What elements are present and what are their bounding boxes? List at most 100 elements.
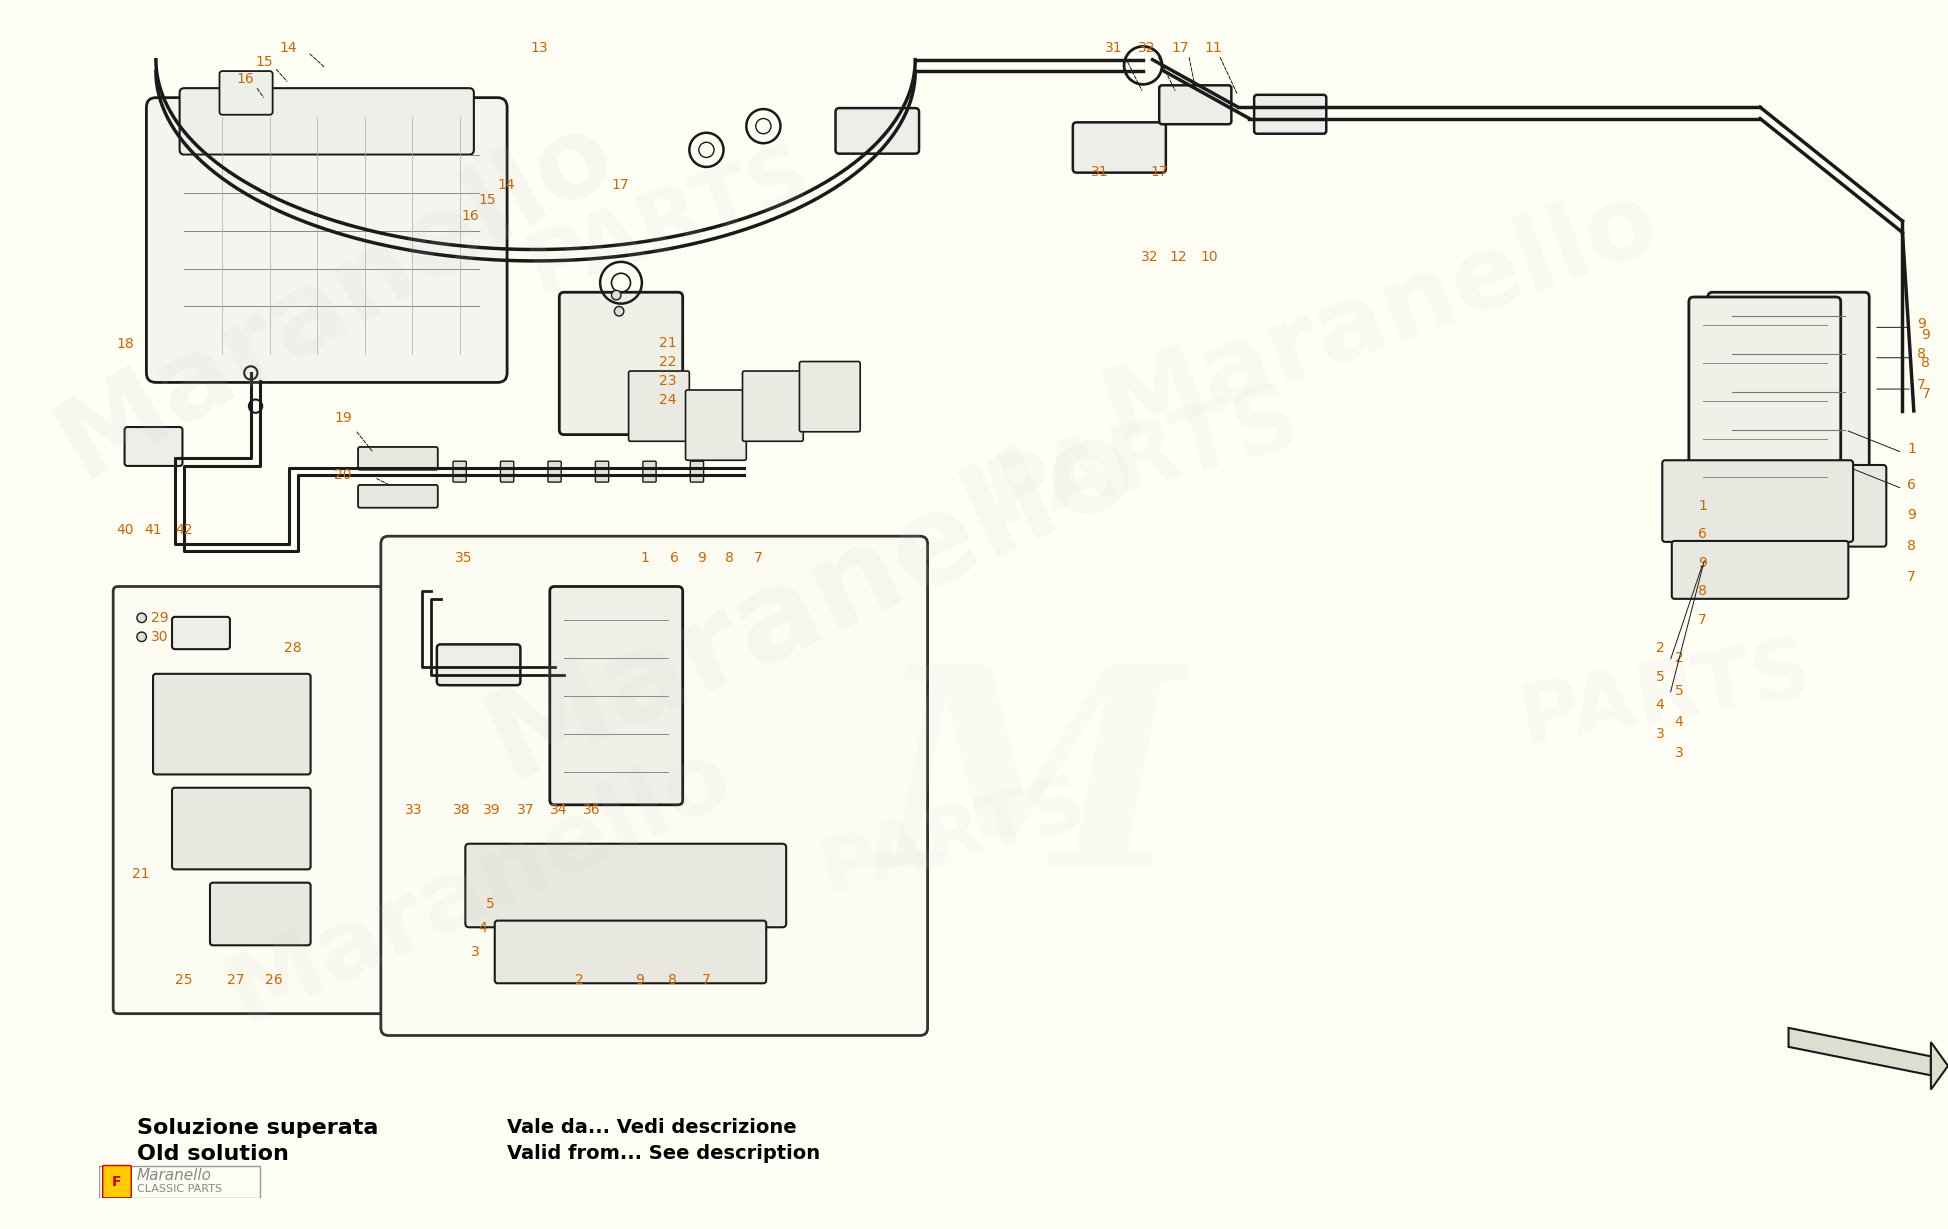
Text: 5: 5 bbox=[1675, 683, 1683, 698]
Text: 1: 1 bbox=[641, 551, 649, 565]
Text: 31: 31 bbox=[1091, 165, 1108, 178]
FancyBboxPatch shape bbox=[358, 447, 438, 469]
Circle shape bbox=[136, 613, 146, 623]
Text: PARTS: PARTS bbox=[812, 767, 1093, 908]
Text: 27: 27 bbox=[228, 973, 245, 987]
Circle shape bbox=[136, 632, 146, 642]
Text: 9: 9 bbox=[1907, 509, 1917, 522]
Text: 41: 41 bbox=[144, 522, 162, 537]
FancyBboxPatch shape bbox=[466, 844, 787, 927]
Text: 28: 28 bbox=[284, 642, 302, 655]
Text: 33: 33 bbox=[405, 803, 423, 816]
FancyBboxPatch shape bbox=[1671, 541, 1849, 599]
Text: 32: 32 bbox=[1142, 251, 1159, 264]
FancyBboxPatch shape bbox=[547, 461, 561, 482]
Text: 9: 9 bbox=[697, 551, 705, 565]
FancyBboxPatch shape bbox=[171, 788, 310, 869]
Text: 25: 25 bbox=[175, 973, 193, 987]
Text: 10: 10 bbox=[1200, 251, 1218, 264]
Text: 26: 26 bbox=[265, 973, 282, 987]
FancyBboxPatch shape bbox=[103, 1165, 131, 1198]
Text: 34: 34 bbox=[549, 803, 567, 816]
FancyBboxPatch shape bbox=[1255, 95, 1327, 134]
FancyBboxPatch shape bbox=[799, 361, 861, 431]
Text: 9: 9 bbox=[635, 973, 645, 987]
FancyBboxPatch shape bbox=[125, 426, 183, 466]
Text: 1: 1 bbox=[1907, 442, 1917, 456]
FancyBboxPatch shape bbox=[559, 293, 682, 435]
FancyBboxPatch shape bbox=[436, 644, 520, 686]
FancyBboxPatch shape bbox=[382, 536, 927, 1036]
Text: 21: 21 bbox=[132, 868, 150, 881]
Text: 6: 6 bbox=[1699, 527, 1706, 541]
Polygon shape bbox=[1788, 1027, 1930, 1075]
Text: Maranello: Maranello bbox=[1089, 168, 1671, 463]
Text: 15: 15 bbox=[479, 193, 497, 208]
Text: 18: 18 bbox=[117, 338, 134, 351]
Text: 37: 37 bbox=[516, 803, 534, 816]
Text: 2: 2 bbox=[1656, 642, 1664, 655]
Text: PARTS: PARTS bbox=[516, 133, 820, 310]
Text: 7: 7 bbox=[1699, 613, 1706, 627]
Text: 6: 6 bbox=[670, 551, 680, 565]
Text: 4: 4 bbox=[1675, 715, 1683, 729]
Text: PARTS: PARTS bbox=[978, 375, 1309, 542]
Text: Valid from... See description: Valid from... See description bbox=[506, 1144, 820, 1163]
Text: Vale da... Vedi descrizione: Vale da... Vedi descrizione bbox=[506, 1118, 797, 1137]
Text: 8: 8 bbox=[1921, 356, 1930, 370]
FancyBboxPatch shape bbox=[836, 108, 919, 154]
Text: Maranello: Maranello bbox=[468, 398, 1153, 804]
FancyBboxPatch shape bbox=[596, 461, 608, 482]
Text: 15: 15 bbox=[255, 54, 273, 69]
Text: Soluzione superata: Soluzione superata bbox=[136, 1118, 378, 1138]
Text: 7: 7 bbox=[1907, 570, 1917, 584]
FancyBboxPatch shape bbox=[501, 461, 514, 482]
Text: 17: 17 bbox=[1151, 165, 1169, 178]
FancyBboxPatch shape bbox=[179, 88, 473, 155]
Circle shape bbox=[614, 306, 623, 316]
Text: 31: 31 bbox=[1105, 42, 1122, 55]
Text: Maranello: Maranello bbox=[39, 95, 633, 499]
Text: 3: 3 bbox=[1656, 726, 1664, 741]
Text: 42: 42 bbox=[175, 522, 193, 537]
Text: 20: 20 bbox=[335, 468, 353, 483]
FancyBboxPatch shape bbox=[690, 461, 703, 482]
FancyBboxPatch shape bbox=[99, 1165, 261, 1198]
Text: 32: 32 bbox=[1138, 42, 1155, 55]
Text: 8: 8 bbox=[725, 551, 734, 565]
FancyBboxPatch shape bbox=[1662, 460, 1853, 542]
Text: Old solution: Old solution bbox=[136, 1144, 288, 1164]
Text: 12: 12 bbox=[1169, 251, 1186, 264]
Text: Maranello: Maranello bbox=[136, 1168, 212, 1182]
Text: 23: 23 bbox=[658, 374, 676, 387]
Text: 5: 5 bbox=[487, 897, 495, 912]
FancyBboxPatch shape bbox=[1708, 293, 1870, 510]
Text: 14: 14 bbox=[279, 42, 296, 55]
FancyBboxPatch shape bbox=[220, 71, 273, 114]
Text: 16: 16 bbox=[462, 209, 479, 224]
FancyBboxPatch shape bbox=[1691, 465, 1886, 547]
Text: 3: 3 bbox=[471, 945, 479, 959]
FancyBboxPatch shape bbox=[742, 371, 803, 441]
Text: 36: 36 bbox=[582, 803, 600, 816]
Text: 14: 14 bbox=[497, 178, 514, 192]
Text: 2: 2 bbox=[575, 973, 584, 987]
Text: PARTS: PARTS bbox=[1514, 630, 1817, 761]
Text: 4: 4 bbox=[479, 922, 487, 935]
Text: 30: 30 bbox=[152, 629, 169, 644]
Text: 17: 17 bbox=[1171, 42, 1188, 55]
Text: 7: 7 bbox=[754, 551, 762, 565]
Text: 2: 2 bbox=[1675, 650, 1683, 665]
Text: 22: 22 bbox=[658, 354, 676, 369]
Text: 11: 11 bbox=[1204, 42, 1223, 55]
Text: 9: 9 bbox=[1917, 317, 1925, 331]
Text: 7: 7 bbox=[1921, 387, 1930, 401]
Text: 35: 35 bbox=[456, 551, 471, 565]
Text: F: F bbox=[113, 1175, 121, 1188]
Text: 7: 7 bbox=[701, 973, 711, 987]
Text: 24: 24 bbox=[658, 392, 676, 407]
Text: M: M bbox=[875, 656, 1182, 925]
Text: 13: 13 bbox=[530, 42, 549, 55]
Text: 29: 29 bbox=[152, 611, 169, 624]
Text: 3: 3 bbox=[1675, 746, 1683, 760]
